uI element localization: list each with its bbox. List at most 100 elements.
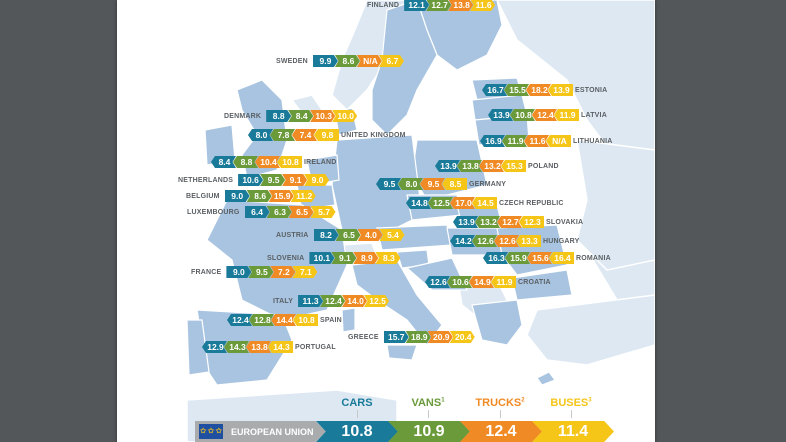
vans-value: 15.5	[504, 84, 529, 96]
country-label: BELGIUM	[186, 192, 220, 200]
country-label: GERMANY	[469, 180, 507, 188]
vans-value: 10.6	[447, 276, 472, 288]
vans-value: 8.0	[398, 178, 423, 190]
trucks-value: 12.7	[497, 216, 522, 228]
eu-vans-value: 10.9	[388, 421, 470, 442]
vans-value: 13.2	[475, 216, 500, 228]
country-row-croatia: 12.6 10.6 14.9 11.9 CROATIA	[425, 276, 551, 288]
vans-value: 9.5	[260, 174, 286, 186]
cars-value: 16.9	[480, 135, 505, 147]
eu-label-box: ✩ ✩ ✩ EUROPEAN UNION	[195, 421, 326, 442]
country-label: FINLAND	[367, 1, 400, 9]
trucks-value: 18.2	[526, 84, 551, 96]
legend-trucks: TRUCKS2	[460, 397, 540, 409]
trucks-value: 17.0	[450, 197, 475, 209]
cars-value: 16.3	[483, 252, 508, 264]
country-label: UNITED KINGDOM	[341, 131, 406, 139]
country-label: FRANCE	[191, 268, 222, 276]
country-label: ROMANIA	[576, 254, 611, 262]
vans-value: 12.8	[249, 314, 274, 326]
country-label: CROATIA	[518, 278, 551, 286]
country-row-estonia: 16.7 15.5 18.2 13.9 ESTONIA	[482, 84, 607, 96]
vans-value: 8.4	[288, 110, 314, 122]
europe-map	[186, 0, 655, 442]
country-label: LITHUANIA	[573, 137, 613, 145]
cars-value: 14.8	[406, 197, 431, 209]
legend-buses-footnote: 3	[588, 397, 592, 404]
country-row-hungary: 14.2 12.6 12.6 13.3 HUNGARY	[450, 235, 580, 247]
trucks-value: 15.9	[268, 190, 294, 202]
buses-value: 11.9	[491, 276, 516, 288]
legend-buses-label: BUSES	[550, 397, 589, 409]
vans-value: 8.6	[334, 55, 360, 67]
vans-value: 8.6	[246, 190, 272, 202]
legend-tick	[428, 410, 429, 418]
vans-value: 13.8	[457, 160, 482, 172]
cars-value: 15.7	[383, 331, 409, 343]
country-row-latvia: 13.9 10.8 12.4 11.9 LATVIA	[488, 109, 607, 121]
legend-cars-label: CARS	[341, 397, 373, 409]
buses-value: 9.8	[314, 129, 339, 141]
country-row-luxembourg: LUXEMBOURG 6.4 6.3 6.5 5.7	[187, 206, 336, 218]
trucks-value: 20.9	[427, 331, 453, 343]
trucks-value: 14.0	[342, 295, 368, 307]
country-row-sweden: SWEDEN 9.9 8.6 N/A 6.7	[276, 55, 404, 67]
buses-value: 16.4	[549, 252, 574, 264]
legend-trucks-footnote: 2	[521, 397, 525, 404]
legend-vans-label: VANS	[411, 397, 442, 409]
buses-value: 11.6	[470, 0, 496, 11]
vans-value: 9.5	[248, 266, 274, 278]
eu-flag-icon: ✩ ✩ ✩	[199, 424, 223, 439]
cars-value: 14.2	[450, 235, 475, 247]
country-label: ITALY	[273, 297, 294, 305]
trucks-value: 12.6	[494, 235, 519, 247]
country-label: GREECE	[348, 333, 379, 341]
country-row-denmark: DENMARK 8.8 8.4 10.3 10.0	[224, 110, 358, 122]
country-label: NETHERLANDS	[178, 176, 234, 184]
legend-tick	[571, 410, 572, 418]
buses-value: 8.3	[375, 252, 401, 264]
cars-value: 13.9	[488, 109, 513, 121]
trucks-value: 8.9	[353, 252, 379, 264]
cars-value: 12.6	[425, 276, 450, 288]
cars-value: 8.4	[211, 156, 236, 168]
country-row-italy: ITALY 11.3 12.4 14.0 12.5	[273, 295, 390, 307]
eu-cars-value: 10.8	[316, 421, 398, 442]
eu-trucks-value: 12.4	[460, 421, 542, 442]
trucks-value: 7.2	[270, 266, 296, 278]
trucks-value: 7.4	[292, 129, 317, 141]
vans-value: 8.8	[233, 156, 258, 168]
country-row-czech-republic: 14.8 12.5 17.0 14.5 CZECH REPUBLIC	[406, 197, 564, 209]
country-row-lithuania: 16.9 11.9 11.6 N/A LITHUANIA	[480, 135, 613, 147]
cars-value: 10.1	[309, 252, 335, 264]
buses-value: 5.4	[379, 229, 405, 241]
country-label: SWEDEN	[276, 57, 308, 65]
vans-value: 7.8	[270, 129, 295, 141]
cars-value: 13.9	[453, 216, 478, 228]
eu-buses-value: 11.4	[532, 421, 614, 442]
country-row-portugal: 12.9 14.3 13.8 14.3 PORTUGAL	[202, 341, 336, 353]
buses-value: 11.2	[290, 190, 316, 202]
legend-tick	[500, 410, 501, 418]
cars-value: 8.0	[248, 129, 273, 141]
buses-value: 5.7	[310, 206, 336, 218]
country-label: IRELAND	[304, 158, 337, 166]
legend-tick	[357, 410, 358, 418]
trucks-value: 15.6	[527, 252, 552, 264]
infographic-page: FINLAND 12.1 12.7 13.8 11.6 SWEDEN 9.9 8…	[117, 0, 655, 442]
buses-value: 15.3	[501, 160, 526, 172]
trucks-value: 13.8	[448, 0, 474, 11]
cars-value: 10.6	[238, 174, 264, 186]
country-label: AUSTRIA	[276, 231, 309, 239]
country-label: PORTUGAL	[295, 343, 336, 351]
buses-value: 10.0	[332, 110, 358, 122]
cars-value: 9.5	[376, 178, 401, 190]
eu-summary-bar: ✩ ✩ ✩ EUROPEAN UNION 10.8 10.9 12.4 11.4	[195, 421, 614, 442]
trucks-value: 12.4	[532, 109, 557, 121]
vans-value: 12.6	[472, 235, 497, 247]
legend-trucks-label: TRUCKS	[475, 397, 522, 409]
legend-vans: VANS1	[388, 397, 468, 409]
cars-value: 12.4	[227, 314, 252, 326]
legend-vans-footnote: 1	[441, 397, 445, 404]
buses-value: 11.9	[554, 109, 579, 121]
